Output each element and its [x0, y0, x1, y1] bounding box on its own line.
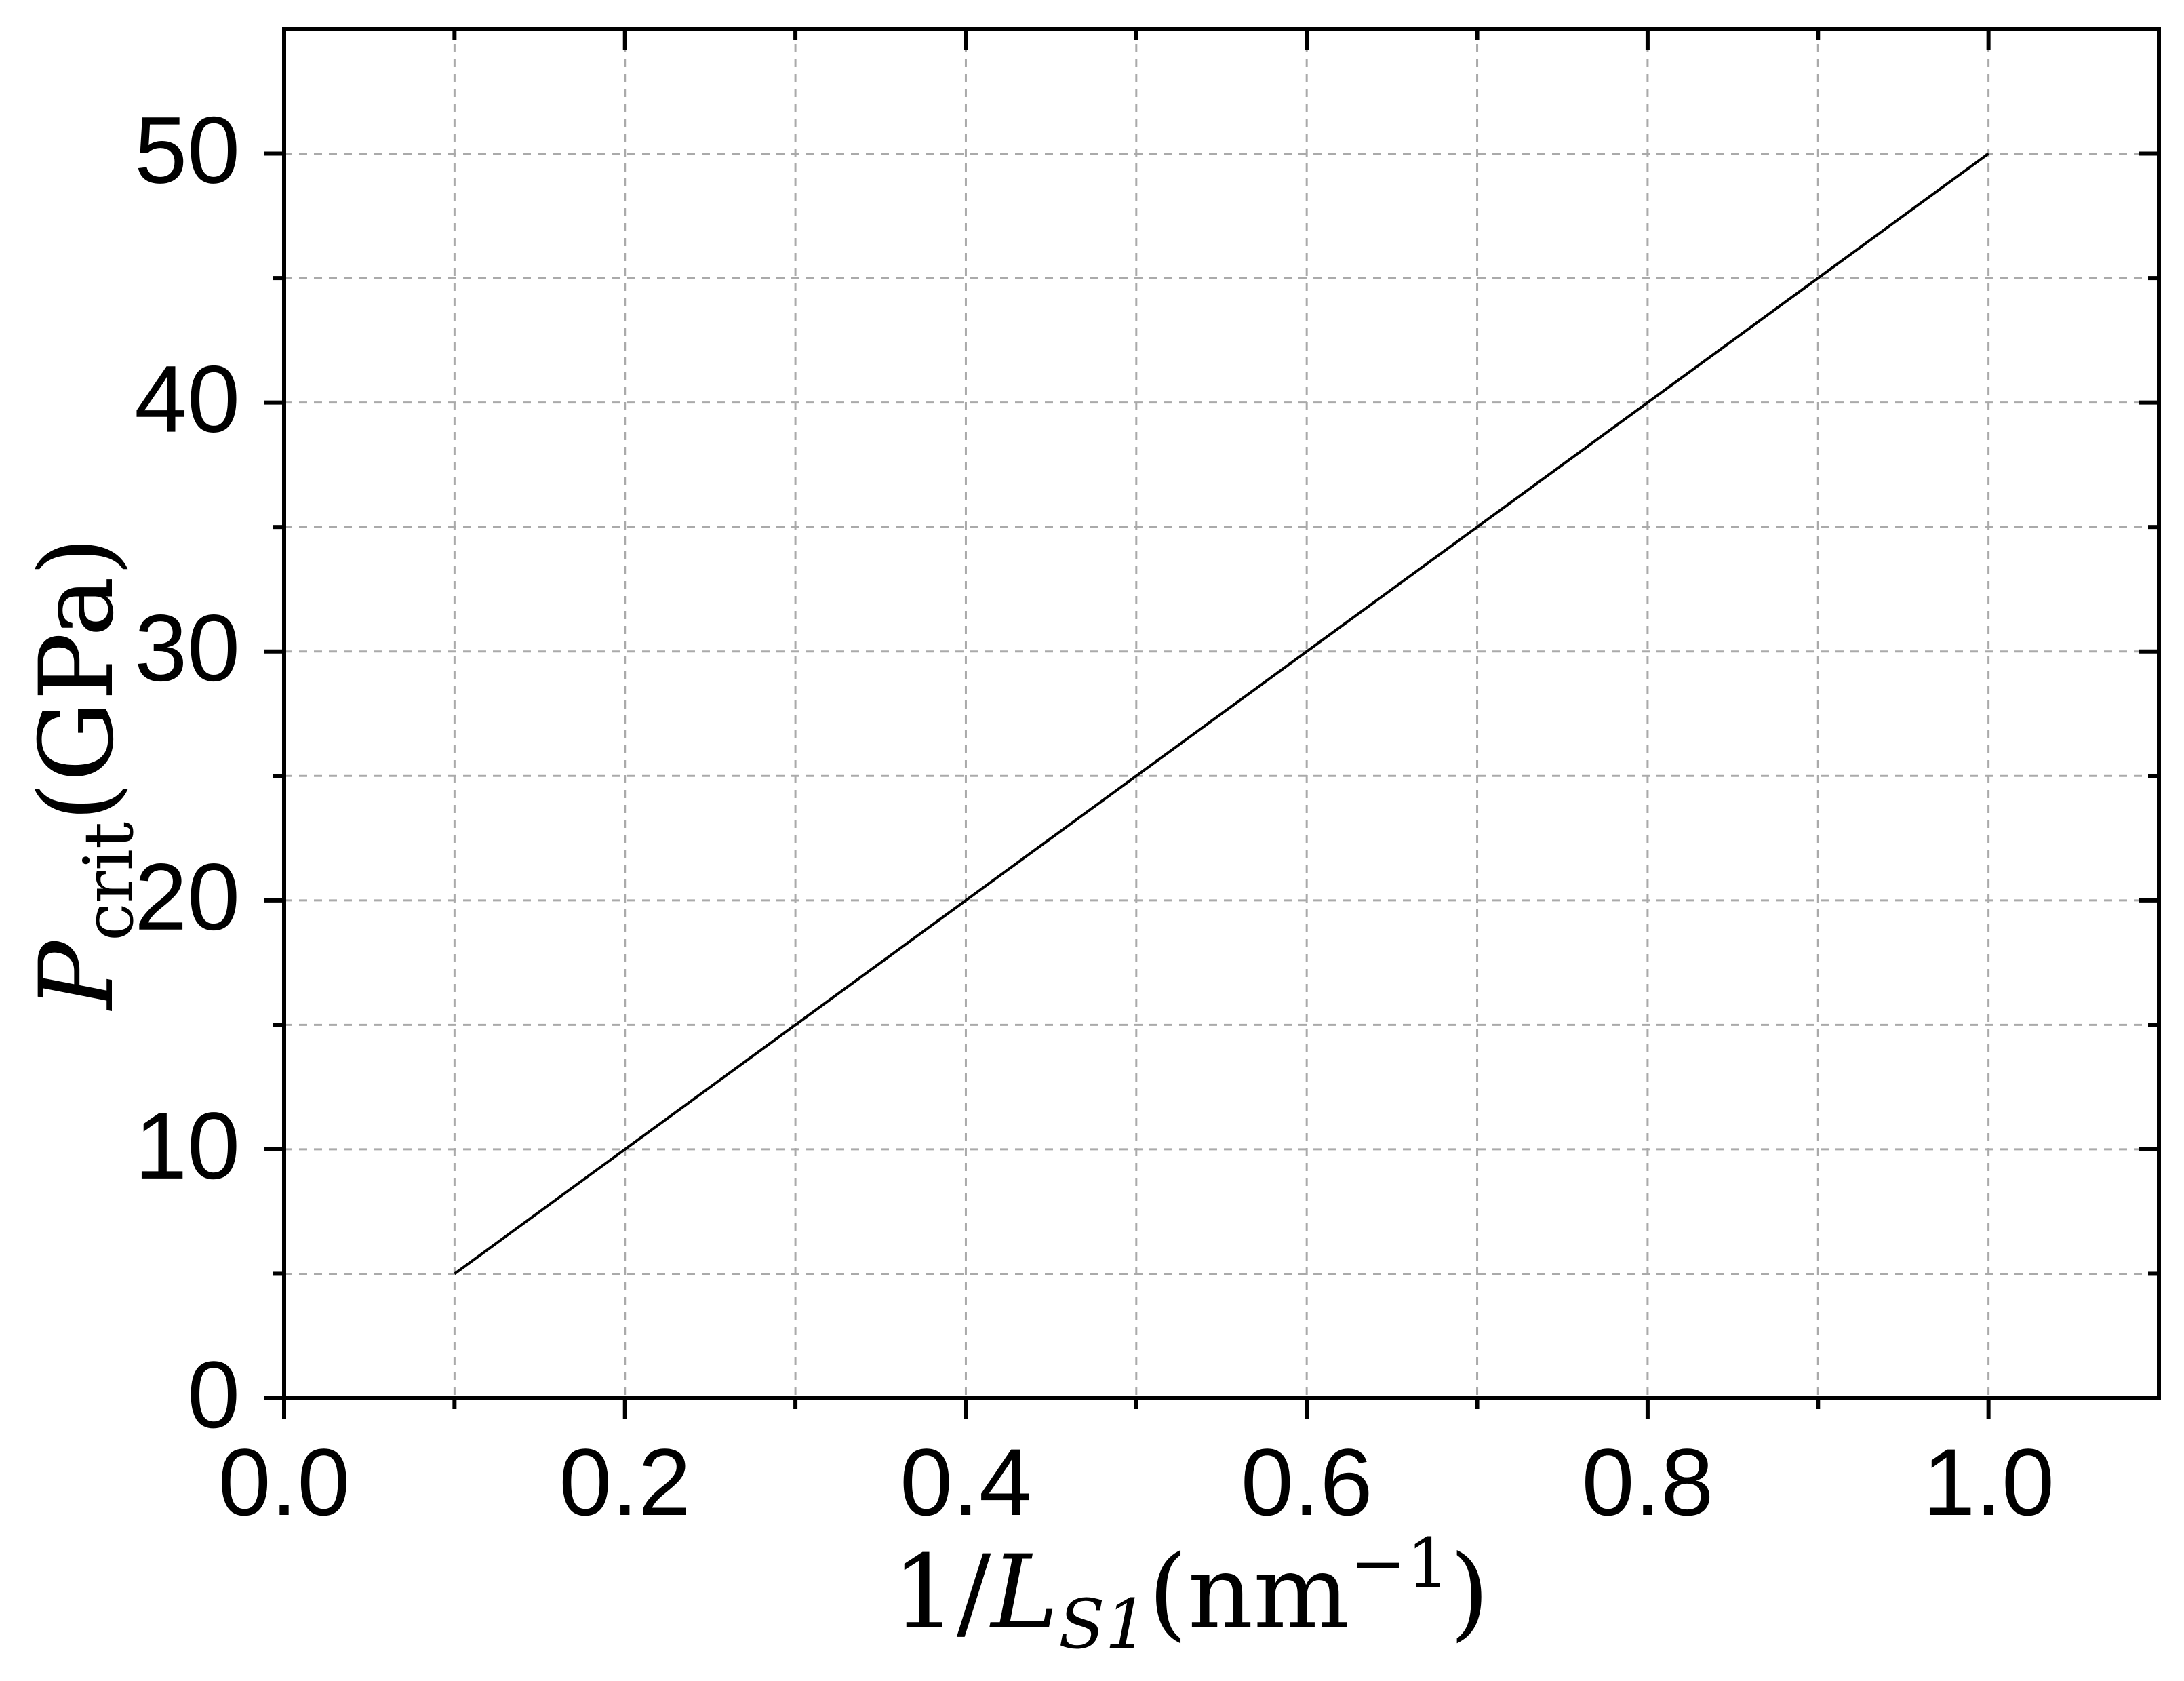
- y-tick-label: 50: [134, 97, 240, 203]
- x-title-part: S1: [1058, 1585, 1148, 1664]
- y-tick-label: 30: [134, 595, 240, 701]
- data-line: [454, 152, 1989, 1275]
- y-axis-title: Pcrit(GPa): [18, 536, 148, 1011]
- y-title-part: (GPa): [18, 536, 136, 821]
- x-title-part: L: [989, 1534, 1058, 1652]
- x-axis-title: 1/LS1(nm−1): [892, 1524, 1489, 1664]
- x-tick-label: 0.4: [900, 1429, 1032, 1535]
- y-title-part: P: [18, 939, 136, 1012]
- y-tick-label: 10: [134, 1092, 240, 1199]
- x-title-part: ): [1450, 1534, 1490, 1652]
- x-title-part: −1: [1350, 1524, 1450, 1603]
- x-title-part: 1/: [892, 1534, 991, 1652]
- y-title-part: crit: [69, 822, 148, 941]
- x-title-part: (nm: [1148, 1534, 1349, 1652]
- y-tick-label: 40: [134, 346, 240, 452]
- x-tick-label: 0.6: [1241, 1429, 1373, 1535]
- plot-frame: [282, 27, 2161, 1400]
- y-tick-label: 0: [187, 1341, 240, 1448]
- y-tick-label: 20: [134, 844, 240, 950]
- x-tick-label: 1.0: [1922, 1429, 2054, 1535]
- x-tick-label: 0.8: [1582, 1429, 1714, 1535]
- x-tick-label: 0.2: [559, 1429, 691, 1535]
- x-tick-label: 0.0: [218, 1429, 351, 1535]
